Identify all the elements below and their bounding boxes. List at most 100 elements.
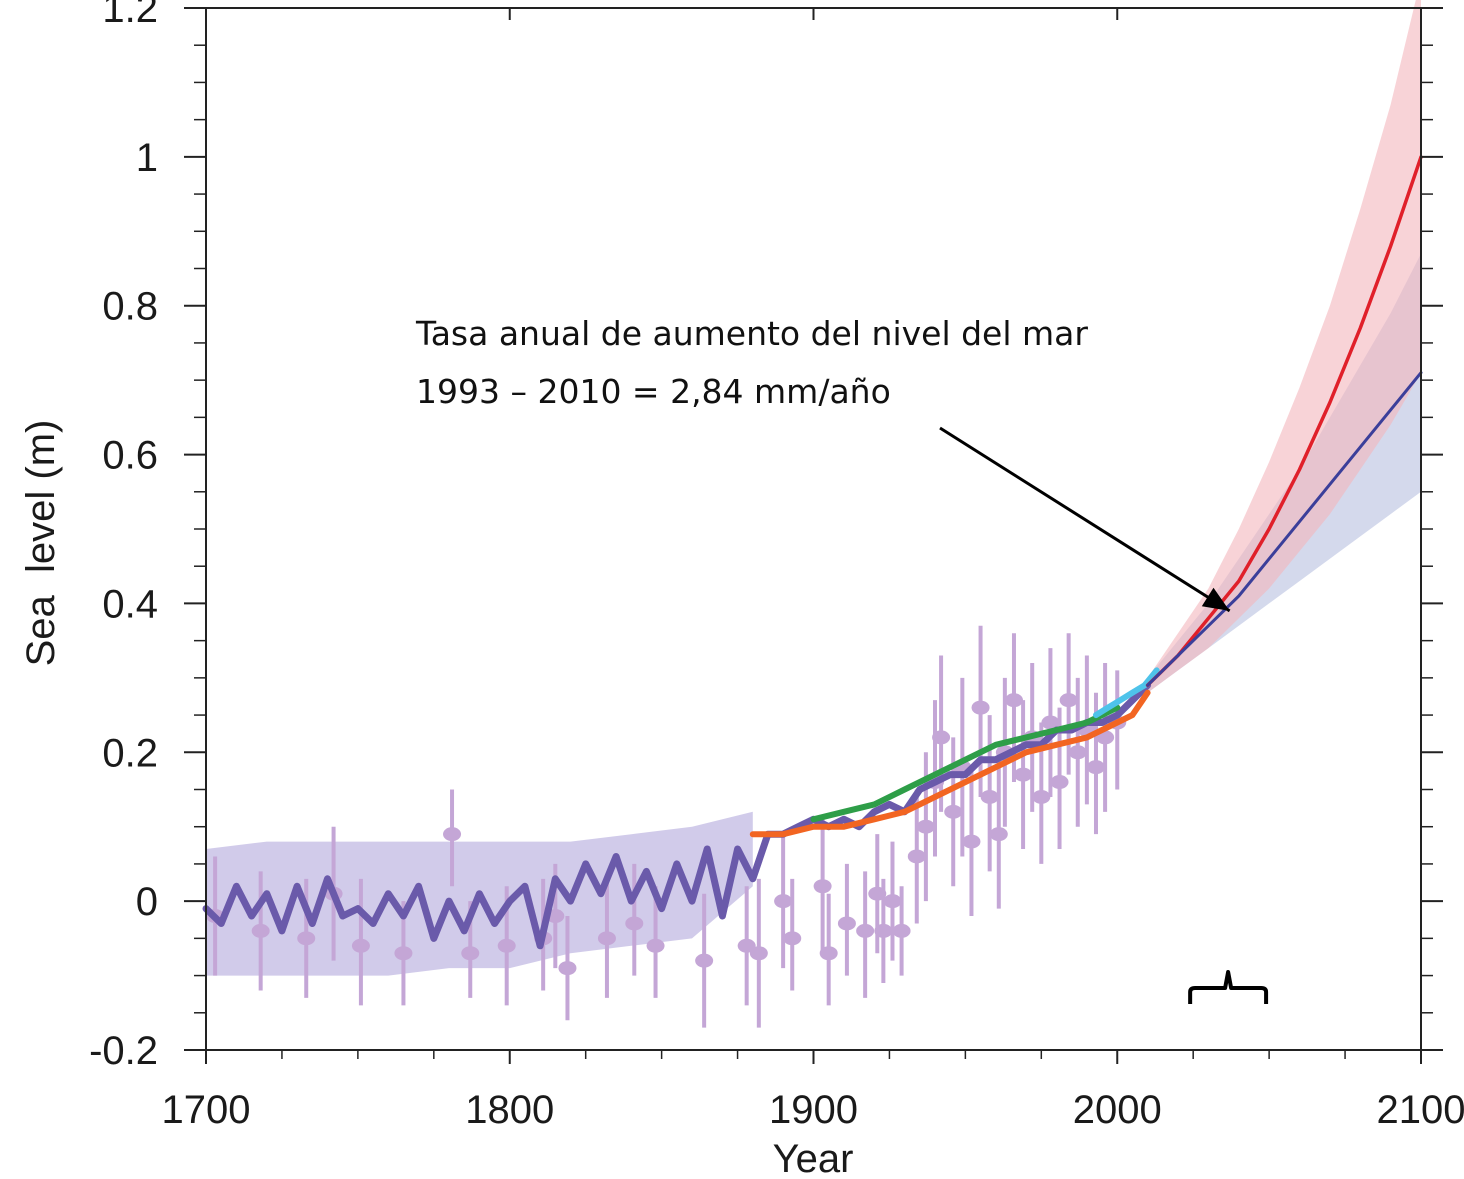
y-tick-label: 1 xyxy=(136,136,158,180)
series-line-1 xyxy=(202,681,1152,950)
proxy-marker xyxy=(695,953,714,968)
annotation-line-2: 1993 – 2010 = 2,84 mm/año xyxy=(416,372,891,411)
series-line-2 xyxy=(749,689,1151,838)
x-tick-label: 1900 xyxy=(769,1088,858,1132)
proxy-point-12 xyxy=(558,916,577,1021)
proxy-point-51 xyxy=(1108,670,1127,790)
proxy-marker xyxy=(597,931,616,946)
proxy-marker xyxy=(497,938,516,953)
proxy-marker xyxy=(625,916,644,931)
proxy-point-23 xyxy=(837,863,856,976)
annotation-arrow-head xyxy=(1201,587,1230,611)
proxy-marker xyxy=(874,923,893,938)
y-tick-label: 0.8 xyxy=(102,285,158,329)
proxy-marker xyxy=(944,804,963,819)
annotation-line-1: Tasa anual de aumento del nivel del mar xyxy=(415,314,1088,353)
y-axis-title: Sea level (m) xyxy=(19,420,63,667)
proxy-point-20 xyxy=(783,878,802,991)
proxy-point-41 xyxy=(1014,700,1033,850)
proxy-point-36 xyxy=(971,625,990,797)
proxy-marker xyxy=(394,946,413,961)
proxy-point-22 xyxy=(819,893,838,1006)
proxy-marker xyxy=(1004,693,1023,708)
proxy-marker xyxy=(980,789,999,804)
proxy-marker xyxy=(749,946,768,961)
series-line-4 xyxy=(1093,667,1160,719)
proxy-point-48 xyxy=(1077,655,1096,805)
proxy-point-19 xyxy=(774,834,793,969)
proxy-marker xyxy=(297,931,316,946)
x-axis-title: Year xyxy=(773,1137,854,1179)
y-tick-label: 0.4 xyxy=(102,582,158,626)
proxy-point-7 xyxy=(443,789,462,887)
proxy-marker xyxy=(892,923,911,938)
proxy-marker xyxy=(1059,693,1078,708)
proxy-point-28 xyxy=(892,886,911,976)
proxy-marker xyxy=(916,819,935,834)
y-tick-label: 1.2 xyxy=(102,0,158,31)
proxy-point-32 xyxy=(932,655,951,812)
proxy-point-26 xyxy=(874,878,893,984)
proxy-marker xyxy=(856,923,875,938)
x-tick-label: 2100 xyxy=(1377,1088,1464,1132)
proxy-marker xyxy=(1014,767,1033,782)
series-line-5 xyxy=(1145,155,1423,688)
proxy-marker xyxy=(443,827,462,842)
proxy-point-3 xyxy=(297,878,316,998)
series-line-3 xyxy=(810,704,1121,823)
proxy-marker xyxy=(1032,789,1051,804)
proxy-point-33 xyxy=(944,737,963,887)
proxy-point-46 xyxy=(1059,633,1078,775)
proxy-point-47 xyxy=(1068,677,1087,827)
proxy-point-35 xyxy=(962,767,981,917)
proxy-point-21 xyxy=(813,819,832,954)
proxy-point-14 xyxy=(625,863,644,976)
proxy-point-2 xyxy=(251,871,270,991)
proxy-marker xyxy=(783,931,802,946)
x-tick-label: 2000 xyxy=(1073,1088,1162,1132)
proxy-marker xyxy=(774,894,793,909)
proxy-marker xyxy=(837,916,856,931)
y-tick-label: 0 xyxy=(136,880,158,924)
proxy-point-16 xyxy=(695,893,714,1028)
proxy-marker xyxy=(883,894,902,909)
proxy-point-17 xyxy=(737,886,756,1006)
proxy-marker xyxy=(1050,775,1069,790)
proxy-marker xyxy=(989,827,1008,842)
proxy-marker xyxy=(971,700,990,715)
proxy-point-15 xyxy=(646,886,665,998)
proxy-point-38 xyxy=(989,759,1008,909)
axis-ticks: 1700 1800 1900 2000 2100 -0.2 0 0.2 0.4 0.6 0.8 1 1.… xyxy=(89,0,1464,1132)
proxy-point-37 xyxy=(980,715,999,872)
proxy-marker xyxy=(907,849,926,864)
proxy-marker xyxy=(351,938,370,953)
proxy-point-24 xyxy=(856,871,875,998)
series-lines xyxy=(202,155,1423,950)
proxy-point-27 xyxy=(883,841,902,961)
y-tick-label: -0.2 xyxy=(89,1029,158,1073)
proxy-point-18 xyxy=(749,878,768,1028)
annotation-arrow-shaft xyxy=(939,426,1231,613)
series-line-6 xyxy=(1146,371,1423,687)
x-tick-label: 1700 xyxy=(162,1088,251,1132)
y-tick-label: 0.6 xyxy=(102,434,158,478)
annotation: Tasa anual de aumento del nivel del mar … xyxy=(415,314,1269,1004)
proxy-marker xyxy=(1068,745,1087,760)
proxy-marker xyxy=(251,923,270,938)
x-tick-label: 1800 xyxy=(465,1088,554,1132)
proxy-marker xyxy=(819,946,838,961)
proxy-marker xyxy=(461,946,480,961)
proxy-marker xyxy=(558,961,577,976)
period-bracket xyxy=(1188,970,1269,1004)
proxy-point-5 xyxy=(351,878,370,1006)
proxy-marker xyxy=(813,879,832,894)
proxy-point-29 xyxy=(907,789,926,924)
proxy-point-13 xyxy=(597,878,616,998)
proxy-marker xyxy=(1041,715,1060,730)
proxy-point-44 xyxy=(1041,648,1060,797)
uncertainty-band-3 xyxy=(1147,0,1421,693)
y-tick-label: 0.2 xyxy=(102,731,158,775)
proxy-marker xyxy=(737,938,756,953)
proxy-point-50 xyxy=(1096,662,1115,812)
